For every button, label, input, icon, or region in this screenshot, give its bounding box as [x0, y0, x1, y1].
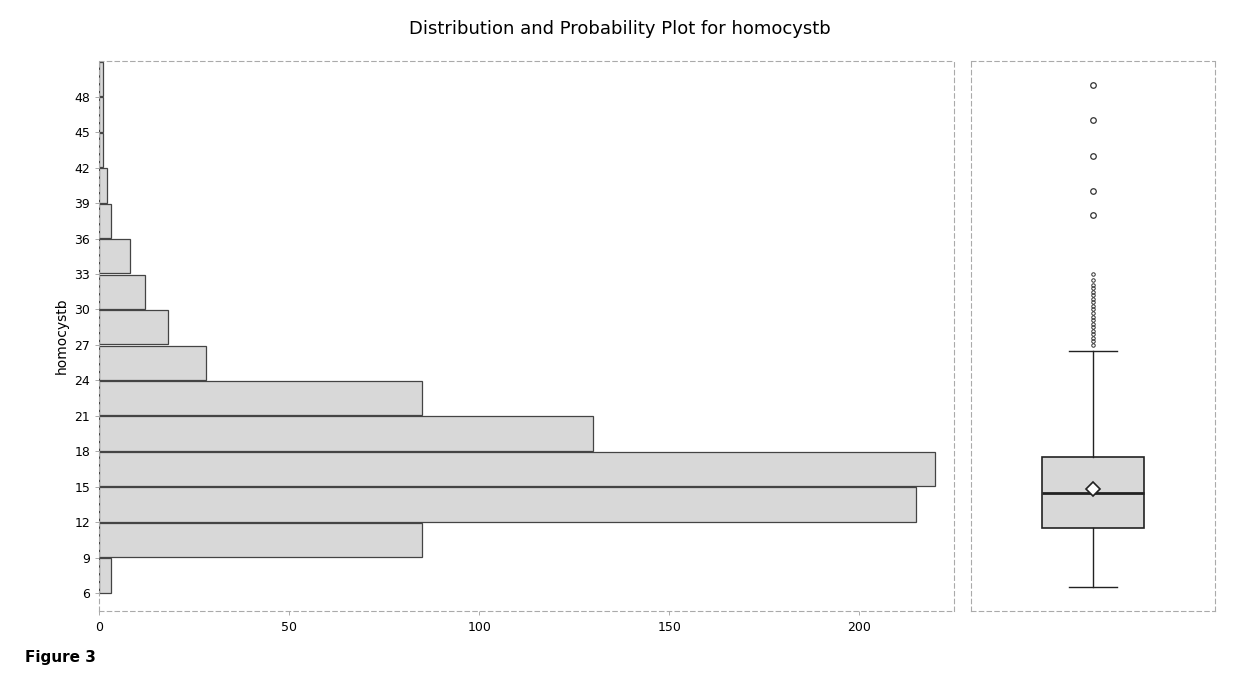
- Y-axis label: homocystb: homocystb: [55, 298, 68, 374]
- Text: Figure 3: Figure 3: [25, 650, 95, 665]
- Bar: [99, 204, 110, 238]
- Text: Distribution and Probability Plot for homocystb: Distribution and Probability Plot for ho…: [409, 20, 831, 39]
- Bar: [99, 452, 935, 486]
- Bar: [99, 381, 423, 416]
- Bar: [99, 62, 103, 96]
- Bar: [99, 523, 423, 557]
- Bar: [99, 274, 145, 309]
- Bar: [99, 168, 107, 202]
- Bar: [1042, 458, 1145, 528]
- Bar: [99, 346, 206, 380]
- Bar: [99, 416, 593, 451]
- Bar: [99, 97, 103, 132]
- Bar: [99, 310, 167, 344]
- Bar: [99, 488, 916, 522]
- Bar: [99, 239, 130, 274]
- Bar: [99, 132, 103, 167]
- Bar: [99, 558, 110, 593]
